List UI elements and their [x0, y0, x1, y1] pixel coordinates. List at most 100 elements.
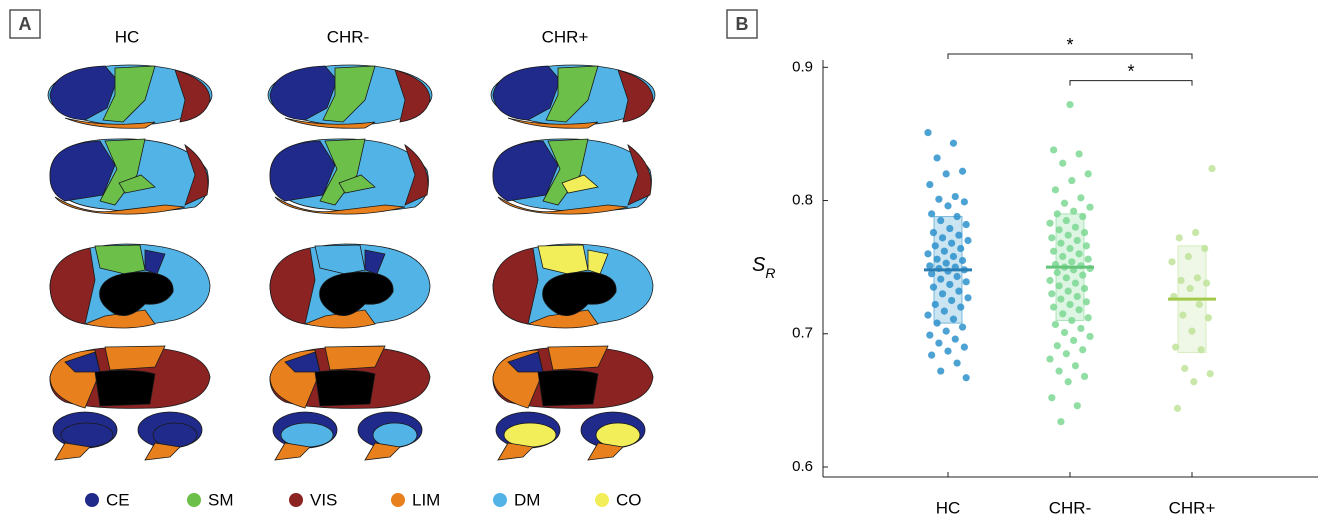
point [1055, 367, 1062, 374]
point [1070, 208, 1077, 215]
point [1052, 186, 1059, 193]
x-tick-label: HC [936, 498, 961, 517]
legend-swatch [391, 493, 405, 507]
point [950, 316, 957, 323]
point [1048, 290, 1055, 297]
point [937, 276, 944, 283]
point [953, 273, 960, 280]
point [1179, 312, 1186, 319]
point [1203, 280, 1210, 287]
point [941, 308, 948, 315]
column-header: CHR+ [542, 27, 589, 46]
point [1048, 234, 1055, 241]
point [1074, 237, 1081, 244]
point [1070, 337, 1077, 344]
point [1197, 346, 1204, 353]
point [959, 257, 966, 264]
legend-swatch [289, 493, 303, 507]
point [939, 290, 946, 297]
point [1054, 342, 1061, 349]
x-tick-label: CHR+ [1169, 498, 1216, 517]
point [924, 250, 931, 257]
point [950, 140, 957, 147]
legend-label: CE [106, 490, 130, 509]
point [955, 232, 962, 239]
legend-swatch [187, 493, 201, 507]
point [948, 297, 955, 304]
point [924, 129, 931, 136]
point [948, 240, 955, 247]
point [1085, 256, 1092, 263]
point [1068, 177, 1075, 184]
point [946, 225, 953, 232]
point [1072, 224, 1079, 231]
point [944, 347, 951, 354]
point [1063, 217, 1070, 224]
point [930, 229, 937, 236]
point [1065, 288, 1072, 295]
point [1068, 317, 1075, 324]
point [1061, 200, 1068, 207]
y-axis-label: SR [752, 254, 775, 280]
point [1192, 229, 1199, 236]
column-header: HC [115, 27, 140, 46]
point [1075, 250, 1082, 257]
point [1181, 365, 1188, 372]
figure: A HC CHR- CHR+ CESMVISLIMDMCO B SR 0.60.… [0, 0, 1323, 525]
point [953, 359, 960, 366]
legend-label: DM [514, 490, 540, 509]
point [930, 284, 937, 291]
significance-label: * [1127, 61, 1134, 81]
point [1052, 321, 1059, 328]
point [1050, 146, 1057, 153]
point [1048, 394, 1055, 401]
point [1174, 405, 1181, 412]
point [939, 234, 946, 241]
point [1063, 350, 1070, 357]
point [926, 332, 933, 339]
point [1046, 355, 1053, 362]
point [1059, 253, 1066, 260]
point [959, 168, 966, 175]
point [1057, 418, 1064, 425]
point [937, 217, 944, 224]
point [1054, 210, 1061, 217]
point [957, 304, 964, 311]
point [1074, 293, 1081, 300]
point [941, 248, 948, 255]
point [1075, 306, 1082, 313]
point [1083, 242, 1090, 249]
point [953, 213, 960, 220]
point [1046, 277, 1053, 284]
significance-label: * [1066, 35, 1073, 55]
point [952, 193, 959, 200]
point [1085, 314, 1092, 321]
y-tick-label: 0.7 [792, 325, 813, 342]
point [1172, 343, 1179, 350]
point [1065, 232, 1072, 239]
point [1168, 258, 1175, 265]
point [1207, 370, 1214, 377]
point [1208, 165, 1215, 172]
point [1176, 234, 1183, 241]
point [1201, 245, 1208, 252]
point [933, 256, 940, 263]
point [957, 245, 964, 252]
point [1194, 274, 1201, 281]
legend-label: VIS [310, 490, 337, 509]
point [1083, 298, 1090, 305]
y-axis-label-main: S [752, 254, 766, 276]
point [937, 367, 944, 374]
point [1086, 204, 1093, 211]
point [935, 340, 942, 347]
point [946, 281, 953, 288]
point [943, 170, 950, 177]
point [1046, 220, 1053, 227]
brain-column [268, 65, 432, 460]
point [1066, 301, 1073, 308]
point [964, 237, 971, 244]
point [963, 278, 970, 285]
point [1177, 277, 1184, 284]
point [1059, 310, 1066, 317]
point [1187, 285, 1194, 292]
